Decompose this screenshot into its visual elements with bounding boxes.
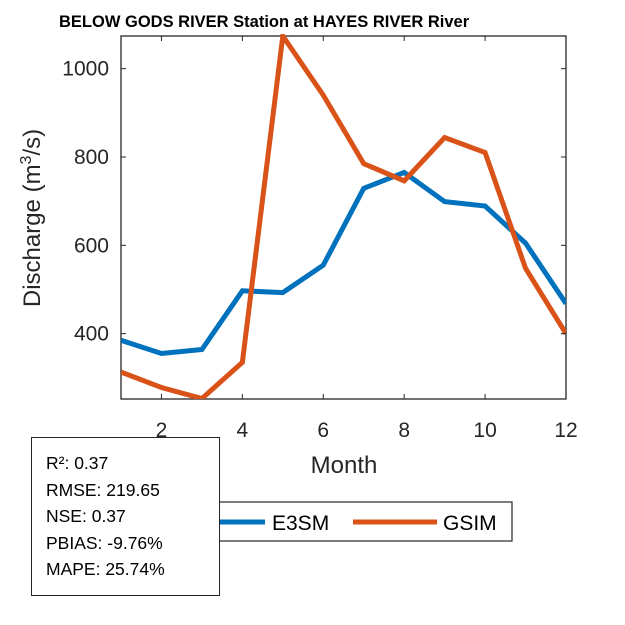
y-tick-label: 400	[74, 323, 109, 346]
y-tick-label: 800	[74, 146, 109, 169]
y-axis-label-main: Discharge (m	[19, 164, 46, 307]
x-tick-label: 12	[554, 419, 577, 442]
stats-rmse: RMSE: 219.65	[46, 479, 160, 500]
y-axis-label-sup: 3	[18, 155, 35, 164]
y-axis-label-end: /s)	[19, 129, 46, 156]
x-tick-label: 10	[473, 419, 496, 442]
series-lines	[121, 34, 566, 399]
y-axis-label: Discharge (m3/s)	[18, 129, 46, 307]
x-tick-label: 2	[156, 419, 168, 442]
x-ticks: 2 4 6 8 10 12	[156, 36, 578, 442]
stats-mape: MAPE: 25.74%	[46, 559, 165, 579]
x-tick-label: 6	[317, 419, 329, 442]
axes	[120, 35, 567, 400]
stats-nse: NSE: 0.37	[46, 506, 126, 526]
x-axis-label: Month	[311, 452, 378, 479]
chart-title: BELOW GODS RIVER Station at HAYES RIVER …	[59, 13, 470, 31]
y-tick-label: 1000	[62, 58, 109, 81]
axes-box	[120, 35, 567, 400]
stats-pbias: PBIAS: -9.76%	[46, 532, 163, 553]
legend-label-e3sm: E3SM	[272, 512, 329, 535]
stats-r2: R²: 0.37	[46, 453, 109, 473]
series-line-gsim	[121, 34, 566, 399]
x-tick-label: 8	[398, 419, 410, 442]
y-ticks: 400 600 800 1000	[62, 58, 566, 346]
stats-box: R²: 0.37 RMSE: 219.65 NSE: 0.37 PBIAS: -…	[31, 437, 220, 596]
x-tick-label: 4	[237, 419, 249, 442]
legend-label-gsim: GSIM	[443, 512, 497, 535]
series-line-e3sm	[121, 169, 566, 357]
y-tick-label: 600	[74, 234, 109, 257]
